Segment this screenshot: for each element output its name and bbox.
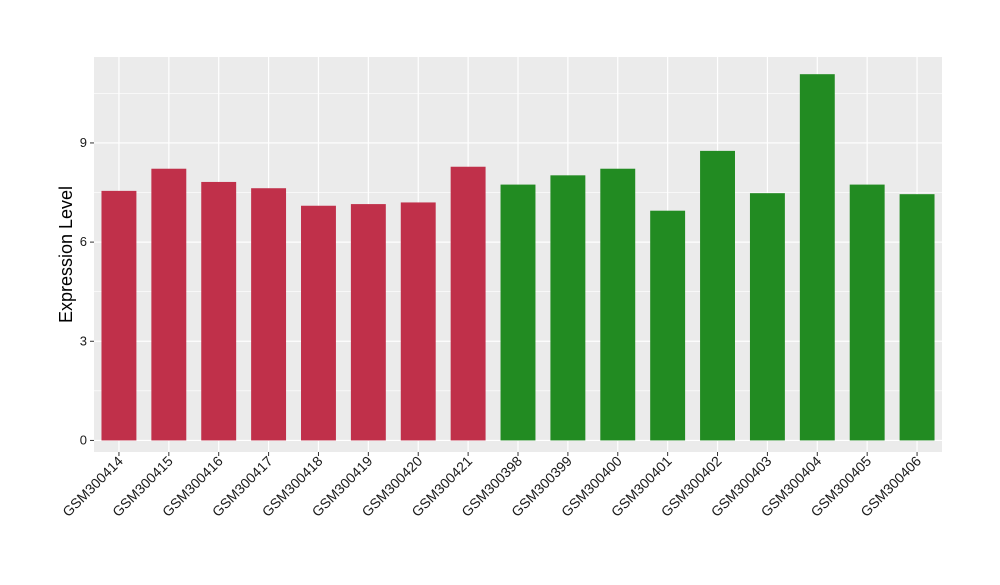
bar-GSM300419	[350, 204, 386, 441]
x-axis: GSM300414GSM300415GSM300416GSM300417GSM3…	[59, 452, 924, 520]
y-axis: 0 3 6 9	[80, 135, 94, 447]
bar-GSM300406	[899, 194, 935, 441]
bar-GSM300400	[600, 168, 636, 441]
bar-GSM300405	[849, 184, 885, 441]
bar-GSM300399	[550, 175, 586, 441]
y-tick-label: 0	[80, 432, 87, 447]
bar-GSM300420	[400, 202, 436, 441]
bar-GSM300401	[650, 210, 686, 441]
bar-GSM300417	[251, 188, 287, 441]
y-tick-label: 9	[80, 135, 87, 150]
bar-GSM300415	[151, 168, 187, 441]
bar-GSM300418	[301, 205, 336, 441]
y-axis-label: Expression Level	[56, 186, 76, 323]
bar-GSM300416	[201, 181, 237, 441]
y-tick-label: 3	[80, 333, 87, 348]
bar-GSM300404	[799, 74, 835, 441]
bar-GSM300403	[749, 193, 785, 441]
bar-GSM300402	[700, 150, 735, 441]
bar-GSM300421	[450, 166, 486, 441]
bar-GSM300414	[101, 190, 137, 441]
y-tick-label: 6	[80, 234, 87, 249]
bar-GSM300398	[500, 184, 536, 441]
bars	[101, 74, 935, 441]
